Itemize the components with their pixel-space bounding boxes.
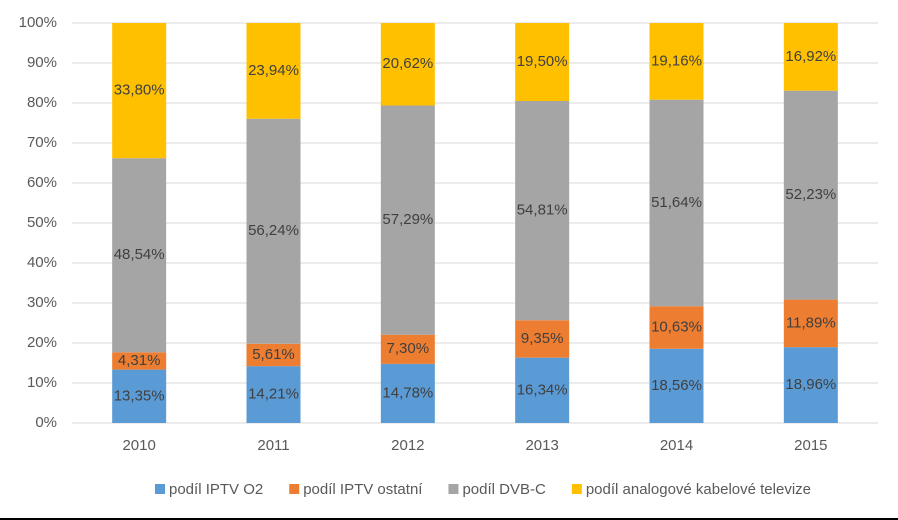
x-tick-label: 2015 bbox=[794, 437, 827, 454]
x-tick-label: 2011 bbox=[257, 437, 289, 454]
legend-swatch bbox=[289, 484, 300, 494]
bar-segment bbox=[515, 320, 570, 358]
bar-segment bbox=[112, 158, 167, 353]
value-label: 19,16% bbox=[651, 52, 702, 69]
x-tick-label: 2014 bbox=[660, 437, 693, 454]
value-label: 9,35% bbox=[521, 330, 564, 347]
y-tick-label: 30% bbox=[27, 294, 57, 311]
value-label: 48,54% bbox=[114, 246, 165, 263]
value-label: 56,24% bbox=[248, 222, 299, 239]
value-label: 11,89% bbox=[786, 314, 836, 331]
value-label: 13,35% bbox=[114, 387, 165, 404]
legend-swatch bbox=[155, 484, 165, 494]
legend-label: podíl IPTV ostatní bbox=[303, 481, 423, 498]
bar-segment bbox=[515, 23, 570, 101]
legend-swatch bbox=[571, 484, 582, 494]
value-label: 4,31% bbox=[118, 352, 161, 369]
value-label: 5,61% bbox=[252, 346, 295, 363]
y-tick-label: 100% bbox=[19, 14, 57, 31]
value-label: 51,64% bbox=[651, 194, 702, 211]
value-label: 57,29% bbox=[382, 211, 433, 228]
bar-segment bbox=[112, 369, 167, 423]
y-tick-label: 0% bbox=[35, 414, 57, 431]
value-label: 7,30% bbox=[387, 340, 430, 357]
y-tick-label: 40% bbox=[27, 254, 57, 271]
bar-segment bbox=[380, 334, 435, 364]
x-tick-label: 2013 bbox=[525, 437, 558, 454]
value-label: 18,56% bbox=[651, 377, 702, 394]
y-tick-label: 60% bbox=[27, 174, 57, 191]
bar-segment bbox=[246, 23, 301, 119]
x-tick-label: 2012 bbox=[391, 437, 424, 454]
bar-segment bbox=[783, 347, 838, 423]
y-tick-label: 80% bbox=[27, 94, 57, 111]
value-label: 19,50% bbox=[517, 53, 568, 70]
bar-segment bbox=[783, 299, 838, 348]
value-label: 20,62% bbox=[382, 55, 433, 72]
value-label: 23,94% bbox=[248, 62, 299, 79]
y-tick-label: 90% bbox=[27, 54, 57, 71]
bar-segment bbox=[783, 90, 838, 300]
bar-segment bbox=[380, 105, 435, 335]
bar-segment bbox=[649, 99, 704, 307]
legend-label: podíl analogové kabelové televize bbox=[586, 481, 811, 498]
bar-segment bbox=[246, 366, 301, 423]
value-label: 10,63% bbox=[651, 318, 702, 335]
bar-segment bbox=[649, 23, 704, 100]
bar-segment bbox=[246, 343, 301, 367]
y-tick-label: 50% bbox=[27, 214, 57, 231]
bar-segment bbox=[246, 118, 301, 344]
bar-segment bbox=[515, 357, 570, 423]
legend-label: podíl DVB-C bbox=[462, 481, 546, 498]
bar-segment bbox=[649, 348, 704, 423]
legend-swatch bbox=[448, 484, 459, 494]
bar-segment bbox=[515, 101, 570, 321]
value-label: 54,81% bbox=[517, 202, 568, 219]
bar-segment bbox=[112, 352, 167, 370]
value-label: 18,96% bbox=[785, 376, 836, 393]
bar-segment bbox=[112, 23, 167, 159]
bar-segment bbox=[783, 23, 838, 91]
value-label: 16,92% bbox=[785, 48, 836, 65]
value-label: 16,34% bbox=[517, 381, 568, 398]
y-tick-label: 10% bbox=[27, 374, 57, 391]
y-tick-label: 70% bbox=[27, 134, 57, 151]
legend-label: podíl IPTV O2 bbox=[169, 481, 263, 498]
value-label: 33,80% bbox=[114, 82, 165, 99]
bar-segment bbox=[380, 23, 435, 106]
y-tick-label: 20% bbox=[27, 334, 57, 351]
x-tick-label: 2010 bbox=[122, 437, 155, 454]
value-label: 14,21% bbox=[248, 386, 299, 403]
bar-segment bbox=[649, 306, 704, 349]
value-label: 52,23% bbox=[785, 186, 836, 203]
bar-segment bbox=[380, 363, 435, 423]
value-label: 14,78% bbox=[382, 384, 433, 401]
